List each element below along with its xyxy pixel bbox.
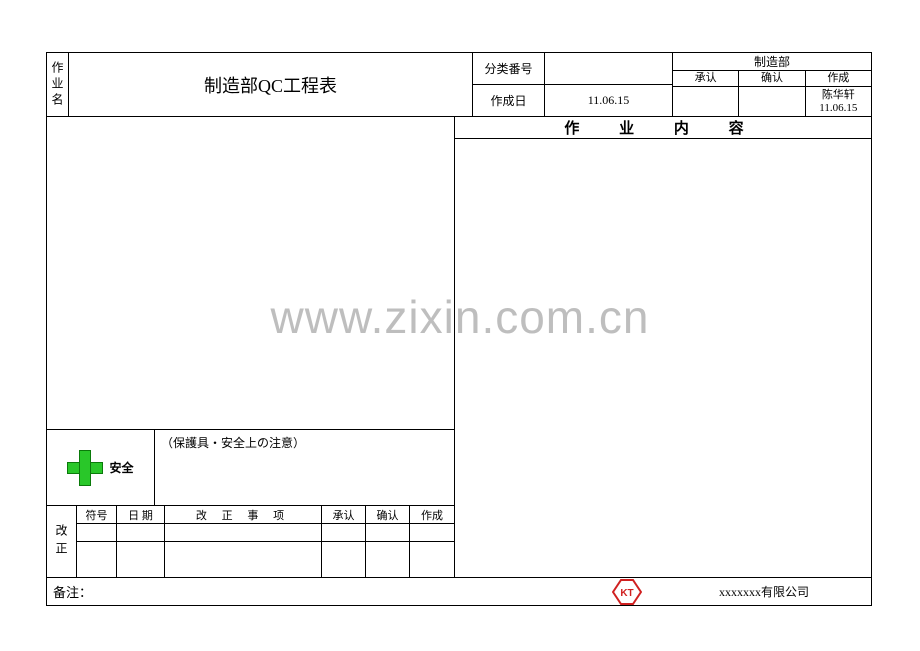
col-create: 作成 <box>410 506 454 523</box>
svg-text:KT: KT <box>620 588 633 599</box>
safety-note: （保護具・安全上の注意） <box>155 430 454 505</box>
footer: 备注： KT xxxxxxx有限公司 <box>47 577 871 605</box>
revision-table: 符号 日 期 改 正 事 项 承认 确认 作成 <box>77 506 454 577</box>
creator-name: 陈华轩 <box>822 89 855 101</box>
class-no-value <box>545 53 672 84</box>
header: 作业名 制造部QC工程表 分类番号 作成日 11.06.15 制造部 承认 确认… <box>47 53 871 117</box>
confirm-label: 确认 <box>738 71 804 86</box>
body-left: 安全 （保護具・安全上の注意） 改正 符号 日 期 改 正 事 项 承认 确认 … <box>47 117 455 577</box>
work-content-area <box>455 139 871 577</box>
col-approve: 承认 <box>322 506 366 523</box>
qc-sheet: 作业名 制造部QC工程表 分类番号 作成日 11.06.15 制造部 承认 确认… <box>46 52 872 606</box>
department: 制造部 <box>673 53 871 71</box>
body: 安全 （保護具・安全上の注意） 改正 符号 日 期 改 正 事 项 承认 确认 … <box>47 117 871 577</box>
company-name: xxxxxxx有限公司 <box>657 583 871 600</box>
revision-label: 改正 <box>47 506 77 577</box>
create-date-value: 11.06.15 <box>545 85 672 116</box>
sheet-title: 制造部QC工程表 <box>69 53 473 116</box>
approve-label: 承认 <box>673 71 738 86</box>
left-main-area <box>47 117 454 429</box>
work-content-title: 作 业 内 容 <box>455 117 871 139</box>
col-desc: 改 正 事 项 <box>165 506 322 523</box>
revision-block: 改正 符号 日 期 改 正 事 项 承认 确认 作成 <box>47 505 454 577</box>
revision-row <box>77 542 454 577</box>
safety-label: 安全 <box>109 459 133 476</box>
header-right: 制造部 承认 确认 作成 陈华轩 11.06.15 <box>673 53 871 116</box>
col-date: 日 期 <box>117 506 165 523</box>
body-right: 作 业 内 容 <box>455 117 871 577</box>
revision-header-row: 符号 日 期 改 正 事 项 承认 确认 作成 <box>77 506 454 524</box>
class-no-label: 分类番号 <box>473 53 545 84</box>
safety-icon-cell: 安全 <box>47 430 155 505</box>
safety-cross-icon <box>67 450 103 486</box>
create-value: 陈华轩 11.06.15 <box>805 87 871 116</box>
safety-row: 安全 （保護具・安全上の注意） <box>47 429 454 505</box>
kt-logo-icon: KT <box>597 579 657 605</box>
header-mid: 分类番号 作成日 11.06.15 <box>473 53 673 116</box>
col-confirm: 确认 <box>366 506 410 523</box>
col-symbol: 符号 <box>77 506 117 523</box>
creator-date: 11.06.15 <box>819 102 857 114</box>
approve-value <box>673 87 738 116</box>
create-date-label: 作成日 <box>473 85 545 116</box>
create-label: 作成 <box>805 71 871 86</box>
footer-note: 备注： <box>47 582 597 601</box>
work-name-label: 作业名 <box>47 53 69 116</box>
revision-row <box>77 524 454 542</box>
confirm-value <box>738 87 804 116</box>
